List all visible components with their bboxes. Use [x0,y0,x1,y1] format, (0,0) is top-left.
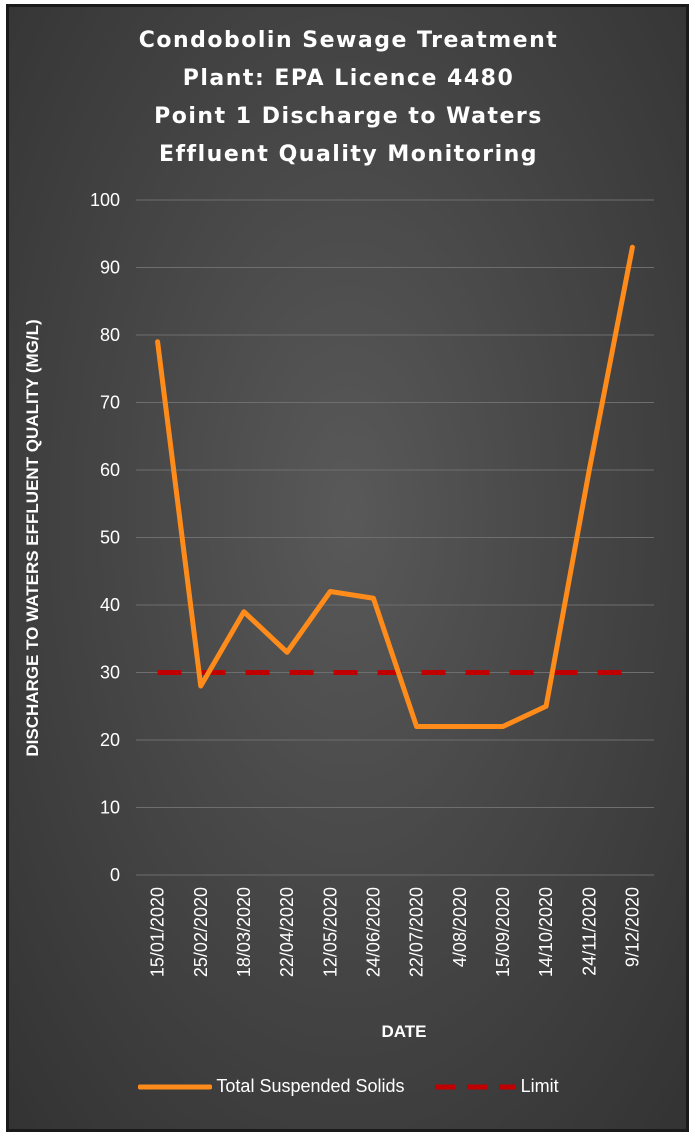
x-tick-label: 9/12/2020 [622,887,642,967]
legend-label-limit: Limit [520,1076,559,1096]
series-lines [155,244,635,729]
title-line-3: Point 1 Discharge to Waters [154,104,543,129]
y-tick-labels: 0 10 20 30 40 50 60 70 80 90 100 [90,190,120,885]
x-axis-title: DATE [381,1022,426,1041]
x-tick-label: 15/01/2020 [148,887,168,977]
series-line-tss [155,244,635,729]
legend: Total Suspended Solids Limit [0,1076,697,1097]
x-tick-label: 15/09/2020 [493,887,513,977]
y-tick-label: 30 [100,663,120,683]
y-tick-label: 50 [100,528,120,548]
x-tick-label: 18/03/2020 [234,887,254,977]
legend-item-tss: Total Suspended Solids [138,1076,405,1097]
x-tick-label: 4/08/2020 [450,887,470,967]
chart-frame [6,4,689,1132]
x-tick-label: 25/02/2020 [191,887,211,977]
y-tick-label: 100 [90,190,120,210]
legend-label-tss: Total Suspended Solids [216,1076,405,1096]
title-line-1: Condobolin Sewage Treatment [138,28,559,53]
legend-item-limit: Limit [433,1076,559,1097]
x-tick-label: 22/04/2020 [277,887,297,977]
y-tick-label: 10 [100,798,120,818]
y-tick-label: 20 [100,730,120,750]
chart-title: Condobolin Sewage Treatment Plant: EPA L… [0,22,697,174]
x-tick-label: 24/11/2020 [579,887,599,976]
y-tick-label: 40 [100,595,120,615]
title-line-4: Effluent Quality Monitoring [158,142,539,167]
y-tick-label: 0 [110,865,120,885]
x-tick-label: 22/07/2020 [407,887,427,977]
x-tick-label: 14/10/2020 [536,887,556,977]
y-axis-title: DISCHARGE TO WATERS EFFLUENT QUALITY (MG… [23,319,42,756]
y-tick-label: 60 [100,460,120,480]
legend-swatch-limit [434,1084,515,1089]
y-tick-label: 70 [100,393,120,413]
title-line-2: Plant: EPA Licence 4480 [182,66,515,91]
x-tick-labels: 15/01/2020 25/02/2020 18/03/2020 22/04/2020… [148,887,643,977]
legend-swatch-tss [138,1084,213,1089]
y-tick-label: 90 [100,258,120,278]
y-tick-label: 80 [100,325,120,345]
x-tick-label: 24/06/2020 [363,887,383,977]
line-chart: 0 10 20 30 40 50 60 70 80 90 100 15/01/2020 25/02/2… [23,190,654,1041]
x-tick-label: 12/05/2020 [320,887,340,977]
